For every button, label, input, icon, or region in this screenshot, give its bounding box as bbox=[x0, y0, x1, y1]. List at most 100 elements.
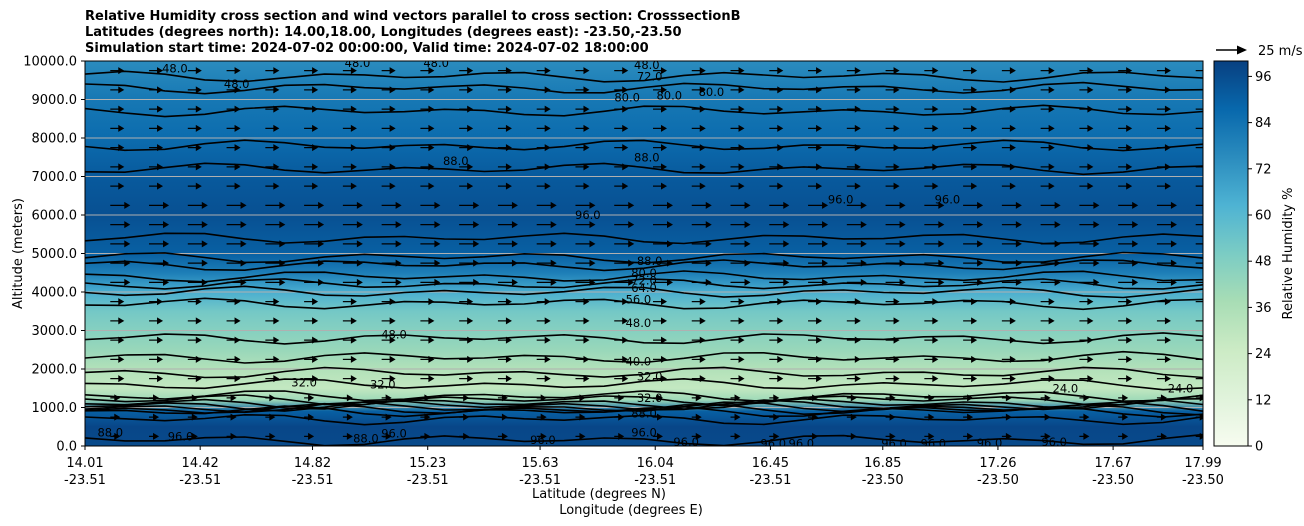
wind-vector-head bbox=[589, 221, 596, 229]
wind-vector-head bbox=[893, 86, 900, 94]
wind-vector-head bbox=[1087, 182, 1094, 190]
wind-vector-head bbox=[744, 278, 751, 286]
wind-vector-head bbox=[389, 355, 396, 363]
wind-vector-head bbox=[389, 144, 396, 152]
wind-vector-head bbox=[860, 240, 867, 248]
wind-vector-head bbox=[738, 86, 745, 94]
wind-vector-head bbox=[118, 86, 125, 94]
wind-vector-head bbox=[428, 375, 435, 383]
wind-vector-head bbox=[854, 355, 861, 363]
wind-vector-head bbox=[544, 355, 551, 363]
wind-vector-head bbox=[816, 86, 823, 94]
wind-vector-head bbox=[1126, 144, 1133, 152]
wind-vector-head bbox=[505, 298, 512, 306]
wind-vector-head bbox=[240, 221, 247, 229]
wind-vector-head bbox=[579, 432, 586, 440]
wind-vector-head bbox=[893, 105, 900, 113]
wind-vector-head bbox=[1093, 201, 1100, 209]
wind-vector-head bbox=[1126, 86, 1133, 94]
x-tick-label-lon: -23.51 bbox=[749, 473, 791, 488]
wind-vector-head bbox=[660, 163, 667, 171]
wind-vector-head bbox=[273, 86, 280, 94]
contour-line bbox=[85, 70, 1203, 83]
wind-vector-head bbox=[118, 124, 125, 132]
wind-vector-head bbox=[971, 182, 978, 190]
wind-vector-head bbox=[660, 182, 667, 190]
wind-vector-head bbox=[1048, 86, 1055, 94]
wind-vector-head bbox=[777, 336, 784, 344]
wind-vector-head bbox=[356, 278, 363, 286]
x-tick-label-lon: -23.51 bbox=[179, 473, 221, 488]
wind-vector-head bbox=[660, 144, 667, 152]
wind-vector-head bbox=[318, 201, 325, 209]
wind-vector-head bbox=[622, 67, 629, 75]
wind-vector-head bbox=[385, 413, 392, 421]
x-tick-label-lat: 15.63 bbox=[521, 456, 558, 471]
wind-vector-head bbox=[157, 86, 164, 94]
wind-vector-head bbox=[550, 201, 557, 209]
wind-vector-head bbox=[540, 432, 547, 440]
wind-vector-head bbox=[318, 221, 325, 229]
wind-vector-head bbox=[544, 86, 551, 94]
wind-vector-head bbox=[583, 355, 590, 363]
wind-vector-head bbox=[1132, 278, 1139, 286]
wind-vector-head bbox=[812, 413, 819, 421]
wind-vector-head bbox=[777, 124, 784, 132]
wind-vector-head bbox=[163, 240, 170, 248]
contour-label: 24.0 bbox=[1053, 381, 1079, 395]
wind-vector-head bbox=[234, 163, 241, 171]
wind-vector-head bbox=[1087, 124, 1094, 132]
wind-vector-head bbox=[428, 298, 435, 306]
wind-vector-head bbox=[1132, 240, 1139, 248]
contour-label: 88.0 bbox=[631, 406, 657, 420]
contour-lines bbox=[85, 70, 1203, 446]
wind-vector-head bbox=[816, 163, 823, 171]
wind-vector-head bbox=[583, 163, 590, 171]
wind-vector-head bbox=[201, 201, 208, 209]
wind-vector-head bbox=[118, 163, 125, 171]
wind-vector-head bbox=[734, 413, 741, 421]
wind-vector-head bbox=[505, 336, 512, 344]
wind-vector-head bbox=[971, 105, 978, 113]
wind-vector-head bbox=[195, 375, 202, 383]
colorbar-tick-label: 24 bbox=[1255, 347, 1272, 362]
wind-vector-head bbox=[628, 259, 635, 267]
wind-vector-head bbox=[467, 144, 474, 152]
wind-vector-head bbox=[1164, 182, 1171, 190]
wind-vector-head bbox=[1054, 201, 1061, 209]
wind-vector-head bbox=[395, 259, 402, 267]
wind-vector-head bbox=[163, 221, 170, 229]
wind-vector-head bbox=[505, 86, 512, 94]
wind-vector-head bbox=[777, 86, 784, 94]
x-tick-label-lat: 17.99 bbox=[1184, 456, 1221, 471]
wind-vector-head bbox=[783, 240, 790, 248]
wind-vector-head bbox=[738, 317, 745, 325]
chart-title-line-3: Simulation start time: 2024-07-02 00:00:… bbox=[85, 41, 649, 56]
wind-vector-head bbox=[473, 221, 480, 229]
wind-vector-head bbox=[544, 124, 551, 132]
wind-vector-head bbox=[195, 144, 202, 152]
wind-vector-head bbox=[114, 394, 121, 402]
wind-vector-head bbox=[389, 163, 396, 171]
wind-vector-head bbox=[1009, 355, 1016, 363]
wind-vector-head bbox=[463, 413, 470, 421]
colorbar-tick-label: 84 bbox=[1255, 116, 1272, 131]
wind-vector-head bbox=[899, 221, 906, 229]
wind-vector-head bbox=[893, 317, 900, 325]
wind-vector-head bbox=[1160, 432, 1167, 440]
wind-vector-head bbox=[854, 298, 861, 306]
wind-vector-head bbox=[971, 375, 978, 383]
wind-vector-head bbox=[977, 240, 984, 248]
wind-vector-head bbox=[1015, 221, 1022, 229]
wind-vector-head bbox=[1164, 317, 1171, 325]
wind-vector-head bbox=[816, 298, 823, 306]
colorbar-label: Relative Humidity % bbox=[1281, 188, 1296, 320]
wind-vector-head bbox=[1044, 394, 1051, 402]
contour-label: 56.0 bbox=[626, 293, 652, 307]
wind-vector-head bbox=[666, 221, 673, 229]
wind-vector-head bbox=[1204, 86, 1210, 93]
wind-vector-head bbox=[118, 355, 125, 363]
wind-vector-head bbox=[1204, 298, 1210, 305]
wind-vector-head bbox=[124, 259, 131, 267]
wind-vector-head bbox=[234, 298, 241, 306]
